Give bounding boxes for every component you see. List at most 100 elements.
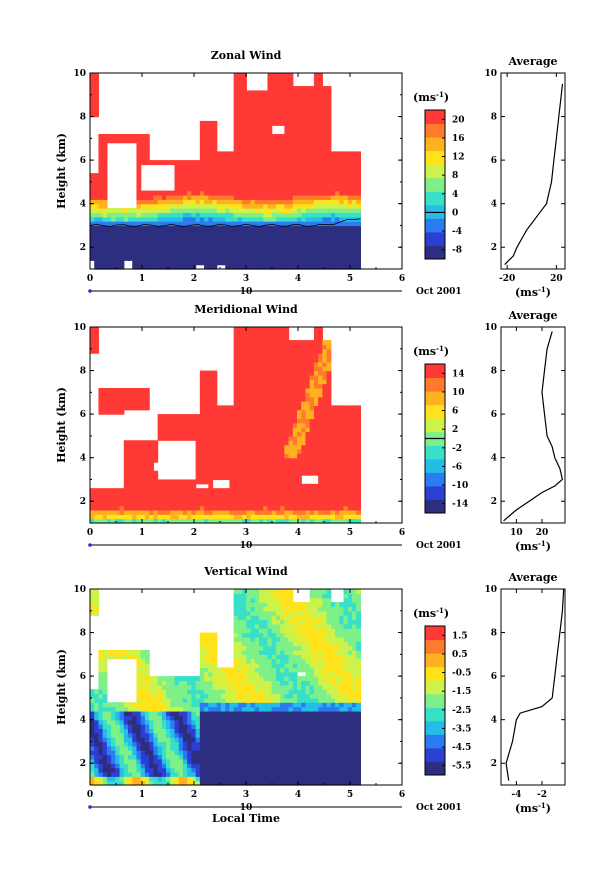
heatmap-cell [123,719,129,725]
heatmap-cell [246,379,252,385]
heatmap-cell [220,260,226,266]
heatmap-cell [339,225,345,231]
heatmap-cell [157,212,163,218]
heatmap-cell [301,138,307,144]
heatmap-cell [123,470,129,476]
heatmap-cell [297,208,302,213]
heatmap-cell [275,155,281,161]
heatmap-cell [161,221,167,227]
heatmap-cell [288,90,294,96]
heatmap-cell [98,780,104,786]
heatmap-cell [250,225,256,231]
heatmap-cell [204,684,209,690]
heatmap-cell [318,129,323,135]
heatmap-cell [144,776,150,782]
heatmap-cell [166,418,171,424]
heatmap-cell [204,387,209,393]
heatmap-cell [267,238,273,244]
heatmap-cell [237,73,243,78]
heatmap-cell [237,370,243,376]
heatmap-cell [115,496,121,502]
heatmap-cell [216,732,222,738]
heatmap-cell [115,763,121,769]
heatmap-cell [326,422,332,428]
heatmap-cell [187,754,192,760]
heatmap-cell [356,225,362,231]
heatmap-cell [144,155,150,161]
heatmap-cell [280,409,285,415]
heatmap-cell [275,107,281,113]
heatmap-cell [351,177,357,183]
heatmap-cell [237,448,243,454]
heatmap-cell [297,370,302,376]
heatmap-cell [326,229,332,235]
heatmap-cell [136,234,142,240]
heatmap-cell [250,94,256,100]
heatmap-cell [191,212,197,218]
heatmap-cell [157,719,163,725]
heatmap-cell [149,771,154,777]
heatmap-cell [204,509,209,515]
heatmap-cell [297,501,302,507]
heatmap-cell [90,190,95,196]
heatmap-cell [356,190,362,196]
heatmap-cell [246,125,252,131]
heatmap-cell [208,409,214,415]
heatmap-cell [347,453,353,459]
heatmap-cell [199,641,205,647]
heatmap-cell [208,151,214,157]
heatmap-cell [123,754,129,760]
heatmap-cell [259,234,264,240]
heatmap-cell [136,689,142,695]
heatmap-cell [267,422,273,428]
heatmap-cell [288,151,294,157]
heatmap-cell [212,255,218,261]
heatmap-cell [136,702,142,708]
heatmap-cell [178,732,184,738]
heatmap-cell [212,164,218,170]
heatmap-cell [233,177,239,183]
heatmap-cell [115,745,121,751]
heatmap-cell [204,741,209,747]
heatmap-cell [292,247,298,253]
heatmap-cell [233,427,239,433]
heatmap-cell [132,492,138,498]
heatmap-cell [161,225,167,231]
heatmap-cell [204,255,209,261]
heatmap-cell [242,466,247,472]
heatmap-cell [242,77,247,83]
heatmap-cell [106,776,112,782]
heatmap-cell [153,229,159,235]
heatmap-cell [250,435,256,441]
heatmap-cell [187,186,192,192]
heatmap-cell [322,488,328,494]
heatmap-cell [98,142,104,148]
heatmap-cell [144,190,150,196]
heatmap-cell [297,457,302,463]
heatmap-cell [195,776,201,782]
heatmap-cell [229,216,235,222]
heatmap-cell [322,344,328,350]
heatmap-cell [225,492,231,498]
heatmap-cell [301,181,307,187]
heatmap-cell [309,142,315,148]
heatmap-cell [191,229,197,235]
heatmap-cell [322,414,328,420]
heatmap-cell [275,133,281,139]
heatmap-cell [102,387,108,393]
heatmap-cell [102,251,108,257]
heatmap-cell [178,750,184,756]
heatmap-cell [195,212,201,218]
heatmap-cell [246,251,252,257]
heatmap-cell [246,435,252,441]
heatmap-cell [166,750,171,756]
heatmap-cell [250,361,256,367]
heatmap-cell [351,173,357,179]
heatmap-cell [339,453,345,459]
heatmap-cell [161,479,167,485]
heatmap-cell [216,466,222,472]
heatmap-cell [305,422,311,428]
heatmap-cell [144,229,150,235]
heatmap-cell [187,702,192,708]
heatmap-cell [271,414,277,420]
